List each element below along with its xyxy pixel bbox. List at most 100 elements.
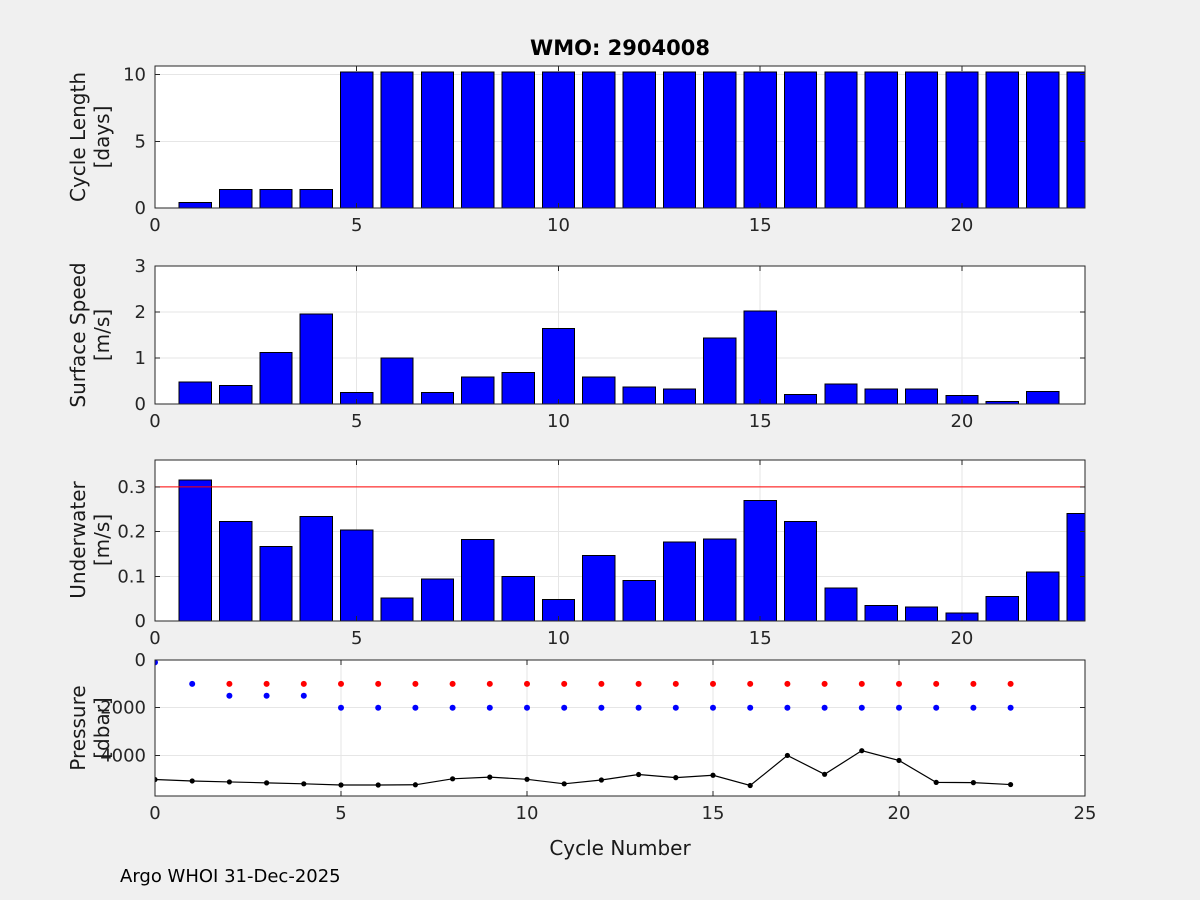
x-tick-label: 25: [1074, 803, 1097, 824]
x-tick-label: 20: [950, 411, 973, 432]
bar: [380, 71, 414, 208]
plot-area: [155, 266, 1085, 404]
marker: [301, 781, 307, 787]
x-tick-label: 10: [547, 411, 570, 432]
bar: [985, 401, 1019, 404]
marker: [450, 776, 456, 782]
bar: [461, 376, 495, 404]
bar: [864, 388, 898, 404]
marker: [673, 775, 679, 781]
marker: [449, 704, 456, 711]
marker: [226, 680, 233, 687]
bar: [420, 578, 455, 621]
y-tick-label: 0.1: [117, 566, 146, 587]
ticks-and-labels: 0 5 10 15 20 0 5 10: [123, 65, 1085, 236]
bar: [743, 310, 777, 404]
marker: [486, 680, 493, 687]
ylabel-pressure: Pressure [dbar]: [66, 685, 114, 770]
x-tick-label: 0: [149, 411, 160, 432]
bar: [380, 357, 414, 404]
bar: [340, 529, 374, 621]
bar: [662, 71, 697, 208]
bar: [501, 576, 535, 621]
plot-area: [155, 660, 1085, 796]
marker: [636, 771, 642, 778]
axes-box: [154, 265, 1086, 405]
bars: [178, 71, 1085, 208]
marker: [1007, 680, 1014, 687]
bar: [864, 71, 898, 208]
marker: [226, 779, 232, 785]
ylabel-surface-speed: Surface Speed [m/s]: [66, 262, 114, 407]
bar: [703, 337, 737, 404]
ylabel-pressure-line1: Pressure: [66, 685, 90, 771]
bar: [622, 386, 656, 404]
bar: [461, 539, 495, 621]
data-layer: [155, 660, 1014, 789]
marker: [375, 680, 382, 687]
x-tick-label: 5: [351, 215, 362, 236]
marker: [263, 692, 270, 699]
marker: [933, 779, 939, 786]
marker: [784, 680, 791, 687]
bar: [582, 555, 616, 621]
bar: [1025, 571, 1060, 621]
bar: [703, 538, 737, 621]
bar: [178, 479, 212, 621]
marker: [747, 782, 753, 789]
axes-box: [154, 65, 1086, 209]
bar: [219, 385, 253, 404]
y-tick-label: 4000: [100, 745, 146, 766]
bar: [178, 202, 212, 208]
footer-caption: Argo WHOI 31-Dec-2025: [120, 866, 341, 887]
y-tick-label: 0.2: [117, 522, 146, 543]
bar: [541, 328, 576, 404]
bar: [219, 521, 253, 621]
x-tick-label: 20: [888, 803, 911, 824]
marker: [189, 680, 196, 687]
marker: [561, 680, 568, 687]
bar: [783, 71, 818, 208]
bar: [420, 71, 455, 208]
ylabel-underwater-line1: Underwater: [66, 481, 90, 599]
y-tick-label: 0: [135, 650, 146, 671]
marker: [672, 680, 679, 687]
x-tick-label: 5: [335, 803, 346, 824]
ylabel-underwater-line2: [m/s]: [90, 513, 114, 567]
bar: [299, 188, 334, 208]
subplot-pressure: 0 5 10 15 20 25 0 2000 4000: [100, 650, 1096, 824]
bar: [824, 71, 858, 208]
xlabel-cycle-number: Cycle Number: [549, 836, 691, 860]
marker: [598, 680, 605, 687]
series-black-line-dots: [155, 748, 1014, 789]
y-tick-label: 3: [135, 256, 146, 277]
marker: [598, 704, 605, 711]
marker: [821, 680, 828, 687]
series-blue-dots: [155, 660, 1014, 711]
bar: [461, 71, 495, 208]
y-tick-label: 2000: [100, 698, 146, 719]
marker: [858, 680, 865, 687]
marker: [784, 704, 791, 711]
marker: [449, 680, 456, 687]
x-tick-label: 15: [749, 215, 772, 236]
data-layer: [178, 71, 1085, 208]
marker: [896, 757, 902, 764]
marker: [412, 680, 419, 687]
x-tick-label: 15: [749, 628, 772, 649]
ylabel-surface-speed-line2: [m/s]: [90, 308, 114, 362]
bar: [259, 188, 293, 208]
bar: [582, 71, 616, 208]
bar: [501, 372, 535, 404]
bar: [703, 71, 737, 208]
bar: [259, 545, 293, 621]
bar: [985, 71, 1019, 208]
bar: [1066, 71, 1085, 208]
marker: [933, 680, 940, 687]
x-tick-label: 20: [950, 215, 973, 236]
bar: [985, 595, 1019, 621]
x-tick-label: 0: [149, 803, 160, 824]
marker: [710, 680, 716, 687]
